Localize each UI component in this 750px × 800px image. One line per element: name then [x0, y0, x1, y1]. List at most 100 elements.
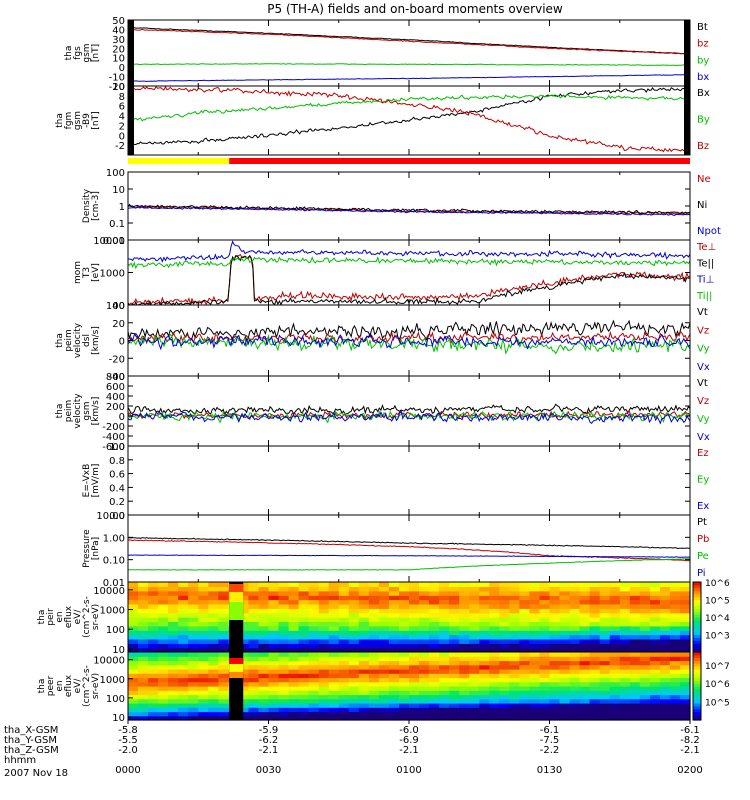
spectrogram-cell	[338, 625, 350, 631]
spectrogram-cell	[368, 711, 380, 717]
spectrogram-cell	[559, 595, 571, 601]
spectrogram-cell	[268, 634, 280, 640]
spectrogram-cell	[609, 715, 621, 721]
spectrogram-cell	[138, 707, 149, 713]
spectrogram-cell	[629, 660, 641, 666]
spectrogram-cell	[238, 656, 249, 662]
spectrogram-cell	[158, 590, 169, 596]
spectrogram-cell	[589, 638, 601, 644]
spectrogram-cell	[669, 715, 681, 721]
spectrogram-cell	[589, 603, 601, 609]
spectrogram-cell	[519, 603, 530, 609]
spectrogram-cell	[198, 677, 209, 683]
spectrogram-cell	[178, 677, 189, 683]
spectrogram-cell	[368, 599, 380, 605]
spectrogram-cell	[599, 694, 611, 700]
spectrogram-cell	[348, 586, 360, 592]
spectrogram-cell	[168, 612, 179, 618]
spectrogram-cell	[158, 630, 169, 636]
spectrogram-cell	[579, 686, 591, 691]
spectrogram-cell	[198, 707, 209, 713]
spectrogram-cell	[378, 669, 390, 674]
spectrogram-cell	[188, 711, 199, 717]
spectrogram-cell	[158, 603, 169, 609]
spectrogram-cell	[509, 660, 520, 666]
spectrogram-cell	[248, 711, 259, 717]
spectrogram-cell	[188, 625, 199, 631]
spectrogram-cell	[489, 634, 500, 640]
spectrogram-cell	[619, 673, 631, 679]
legend-entry-Npot: Npot	[697, 226, 721, 237]
spectrogram-cell	[429, 677, 440, 683]
spectrogram-cell	[268, 586, 280, 592]
spectrogram-cell	[669, 664, 681, 670]
y-tick-label: 6	[119, 102, 125, 113]
spectrogram-cell	[549, 634, 561, 640]
spectrogram-cell	[348, 608, 360, 614]
spectrogram-cell	[138, 673, 149, 679]
y-tick-label: 0	[119, 131, 125, 142]
spectrogram-cell	[168, 669, 179, 674]
spectrogram-cell	[479, 617, 490, 622]
spectrogram-cell	[138, 690, 149, 696]
spectrogram-cell	[188, 652, 199, 657]
spectrogram-cell	[138, 634, 149, 640]
series-line-fgs-bx	[128, 74, 690, 82]
spectrogram-cell	[278, 660, 290, 666]
spectrogram-cell	[178, 715, 189, 721]
spectrogram-cell	[509, 656, 520, 662]
spectrogram-cell	[479, 652, 490, 657]
spectrogram-cell	[368, 643, 380, 649]
spectrogram-cell	[128, 652, 139, 657]
spectrogram-cell	[238, 669, 249, 674]
spectrogram-cell	[669, 698, 681, 704]
spectrogram-cell	[619, 625, 631, 631]
spectrogram-cell	[680, 652, 691, 657]
spectrogram-cell	[338, 669, 350, 674]
orbit-value: -2.1	[399, 745, 419, 756]
spectrogram-cell	[188, 590, 199, 596]
spectrogram-cell	[429, 617, 440, 622]
spectrogram-cell	[629, 595, 641, 601]
colorbar-segment	[693, 657, 701, 662]
spectrogram-cell	[148, 711, 159, 717]
legend-entry-Vx: Vx	[697, 362, 710, 373]
spectrogram-cell	[258, 617, 270, 622]
spectrogram-cell	[589, 612, 601, 618]
spectrogram-cell	[188, 608, 199, 614]
spectrogram-cell	[569, 669, 581, 674]
spectrogram-cell	[308, 690, 320, 696]
spectrogram-cell	[268, 582, 280, 587]
y-tick-label: 10	[112, 185, 125, 196]
spectrogram-cell	[609, 698, 621, 704]
spectrogram-cell	[368, 647, 380, 653]
series-line-temperature-Ti	[128, 240, 690, 263]
series-line-peim_gsm-Vz	[128, 409, 690, 421]
spectrogram-cell	[419, 715, 430, 721]
spectrogram-cell	[358, 612, 370, 618]
colorbar-segment	[693, 593, 701, 598]
spectrogram-cell	[388, 681, 400, 687]
spectrogram-cell	[519, 711, 530, 717]
spectrogram-cell	[298, 669, 310, 674]
spectrogram-cell	[178, 612, 189, 618]
spectrogram-cell	[308, 711, 320, 717]
spectrogram-cell	[569, 582, 581, 587]
spectrogram-cell	[569, 711, 581, 717]
spectrogram-cell	[489, 652, 500, 657]
colorbar-segment	[693, 700, 701, 704]
spectrogram-cell	[248, 669, 259, 674]
spectrogram-cell	[268, 660, 280, 666]
spectrogram-cell	[168, 664, 179, 670]
spectrogram-cell	[619, 711, 631, 717]
spectrogram-cell	[278, 652, 290, 657]
spectrogram-cell	[459, 694, 470, 700]
spectrogram-cell	[519, 634, 530, 640]
spectrogram-cell	[489, 582, 500, 587]
y-axis-label: [nT]	[91, 44, 101, 62]
spectrogram-cell	[639, 673, 651, 679]
spectrogram-cell	[469, 664, 480, 670]
spectrogram-cell	[338, 694, 350, 700]
spectrogram-cell	[238, 638, 249, 644]
